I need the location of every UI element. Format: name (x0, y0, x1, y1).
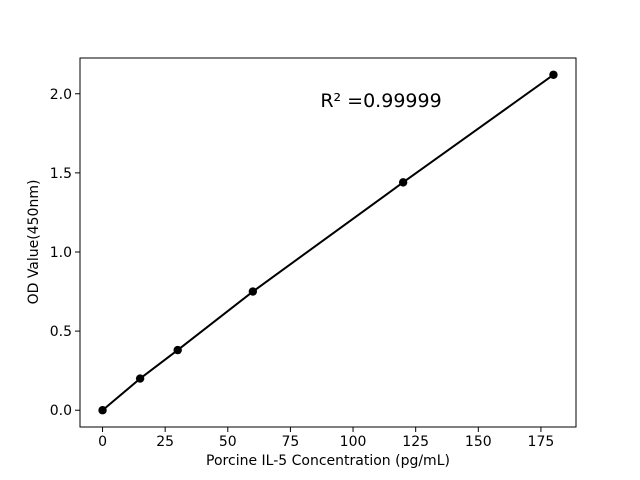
y-axis-label: OD Value(450nm) (26, 179, 42, 305)
x-tick-label: 0 (98, 434, 107, 450)
x-tick-label: 150 (465, 434, 492, 450)
data-point (248, 287, 258, 296)
x-axis-label: Porcine IL-5 Concentration (pg/mL) (206, 453, 450, 469)
data-point (135, 374, 145, 383)
y-tick-label: 2.0 (50, 87, 72, 103)
x-tick-label: 100 (340, 434, 367, 450)
r-squared-annotation: R² =0.99999 (320, 90, 442, 112)
y-tick-label: 0.0 (50, 403, 72, 419)
x-tick-label: 125 (402, 434, 429, 450)
x-tick-label: 50 (219, 434, 237, 450)
data-point (398, 178, 408, 187)
data-point (549, 70, 558, 79)
y-tick-label: 0.5 (50, 324, 72, 340)
x-tick-label: 25 (156, 434, 174, 450)
fit-line (101, 73, 555, 412)
x-tick-label: 75 (282, 434, 300, 450)
x-tick-label: 175 (528, 434, 555, 450)
data-point (98, 406, 107, 415)
plot-border (79, 57, 577, 428)
data-point (173, 345, 182, 355)
y-tick-label: 1.5 (50, 166, 72, 182)
y-tick-label: 1.0 (50, 245, 72, 261)
